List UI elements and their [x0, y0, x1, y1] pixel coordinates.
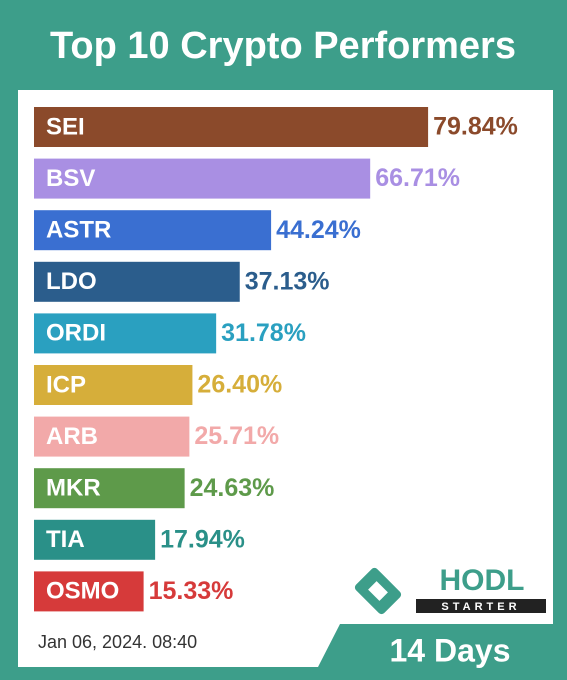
bar — [34, 468, 185, 509]
value-label: 44.24% — [276, 216, 361, 244]
period: 14 Days — [390, 632, 511, 668]
bar — [34, 571, 144, 612]
value-label: 31.78% — [221, 319, 306, 347]
category-label: SEI — [46, 113, 85, 140]
value-label: 24.63% — [190, 474, 275, 502]
category-label: LDO — [46, 268, 97, 295]
value-label: 15.33% — [149, 577, 234, 605]
bar — [34, 107, 429, 147]
chart-title: Top 10 Crypto Performers — [50, 25, 516, 67]
value-label: 37.13% — [245, 267, 330, 295]
category-label: ICP — [46, 371, 86, 398]
category-label: ASTR — [46, 217, 111, 244]
logo-tagline: STARTER — [441, 601, 520, 613]
bar — [34, 261, 240, 302]
logo-name: HODL — [440, 564, 525, 597]
bar — [34, 210, 272, 251]
category-label: MKR — [46, 475, 101, 502]
logo-band — [416, 599, 546, 613]
category-label: TIA — [46, 526, 85, 553]
category-label: ARB — [46, 423, 98, 450]
value-label: 26.40% — [197, 371, 282, 399]
category-label: BSV — [46, 165, 95, 192]
logo: HODL STARTER — [354, 564, 546, 615]
value-label: 79.84% — [433, 113, 518, 141]
date: Jan 06, 2024. 08:40 — [38, 632, 197, 652]
bar — [34, 365, 193, 405]
bar — [34, 519, 156, 560]
bar — [34, 313, 217, 354]
value-label: 66.71% — [375, 164, 460, 192]
category-label: ORDI — [46, 320, 106, 347]
value-label: 25.71% — [194, 422, 279, 450]
logo-icon-inner — [368, 581, 388, 601]
bar — [34, 416, 190, 457]
value-label: 17.94% — [160, 525, 245, 553]
bar — [34, 158, 371, 199]
category-label: OSMO — [46, 578, 119, 605]
